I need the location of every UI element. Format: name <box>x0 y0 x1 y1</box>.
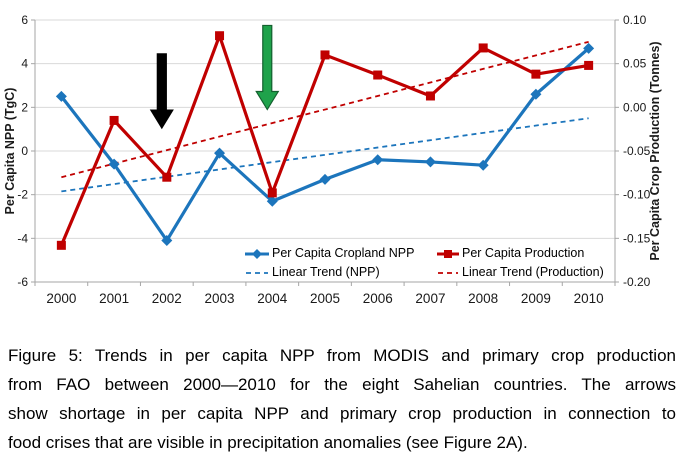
legend-item-trend-production: Linear Trend (Production) <box>437 263 604 282</box>
series-per-capita-production <box>56 31 594 250</box>
svg-text:2001: 2001 <box>99 291 129 306</box>
svg-text:2004: 2004 <box>257 291 288 306</box>
legend-marker-npp-line-icon <box>245 248 269 259</box>
svg-text:2003: 2003 <box>205 291 235 306</box>
svg-text:2: 2 <box>21 100 28 114</box>
svg-text:2005: 2005 <box>310 291 340 306</box>
npp-crop-production-chart: 6 4 2 0 -2 -4 -6 0.10 0.05 0.00 -0.05 -0.10 -0.15 -0.… <box>3 13 662 306</box>
right-axis-ticks <box>615 19 619 283</box>
shortage-arrow-2004 <box>255 24 280 111</box>
svg-text:-0.15: -0.15 <box>623 231 651 245</box>
svg-text:0: 0 <box>21 144 28 158</box>
legend-item-production: Per Capita Production <box>437 244 604 263</box>
gridlines <box>35 19 615 239</box>
svg-text:2002: 2002 <box>152 291 182 306</box>
svg-text:Per Capita Crop Production (To: Per Capita Crop Production (Tonnes) <box>648 41 662 260</box>
svg-text:2010: 2010 <box>574 291 604 306</box>
svg-text:2009: 2009 <box>521 291 551 306</box>
caption-line-1: Figure 5: Trends in per capita NPP from … <box>8 346 676 365</box>
left-axis-ticks <box>31 19 35 283</box>
svg-text:-0.20: -0.20 <box>623 275 651 289</box>
legend-marker-production-line-icon <box>437 249 459 258</box>
caption-line-2: from FAO between 2000—2010 for the eight… <box>8 375 676 394</box>
legend-label-cropland-npp: Per Capita Cropland NPP <box>272 246 415 260</box>
svg-text:Per Capita NPP (TgC): Per Capita NPP (TgC) <box>3 88 17 215</box>
shortage-arrow-2002 <box>149 53 174 130</box>
legend-item-cropland-npp: Per Capita Cropland NPP <box>245 244 437 263</box>
legend-label-production: Per Capita Production <box>462 246 585 260</box>
svg-text:4: 4 <box>21 57 28 71</box>
trend-line <box>61 40 589 179</box>
legend-label-trend-production: Linear Trend (Production) <box>462 265 604 279</box>
svg-text:2007: 2007 <box>415 291 445 306</box>
svg-text:-6: -6 <box>17 275 28 289</box>
trend-line <box>61 117 589 193</box>
chart-legend: Per Capita Cropland NPP Linear Trend (NP… <box>245 244 604 282</box>
legend-item-trend-npp: Linear Trend (NPP) <box>245 263 437 282</box>
figure-caption: Figure 5: Trends in per capita NPP from … <box>0 330 684 457</box>
legend-marker-production-trend-icon <box>438 271 458 274</box>
svg-text:2008: 2008 <box>468 291 498 306</box>
svg-text:0.05: 0.05 <box>623 57 647 71</box>
caption-line-4: food crises that are visible in precipit… <box>8 433 528 452</box>
svg-text:2006: 2006 <box>363 291 393 306</box>
series-per-capita-cropland-npp <box>55 42 595 247</box>
svg-text:0.00: 0.00 <box>623 100 647 114</box>
svg-text:0.10: 0.10 <box>623 13 647 27</box>
svg-text:6: 6 <box>21 13 28 27</box>
svg-text:-4: -4 <box>17 231 28 245</box>
legend-marker-npp-trend-icon <box>246 271 268 274</box>
svg-text:-0.10: -0.10 <box>623 188 651 202</box>
legend-label-trend-npp: Linear Trend (NPP) <box>272 265 380 279</box>
chart-plot-area: 6 4 2 0 -2 -4 -6 0.10 0.05 0.00 -0.05 -0.10 -0.15 -0.… <box>3 13 662 306</box>
svg-text:-0.05: -0.05 <box>623 144 651 158</box>
svg-text:2000: 2000 <box>46 291 76 306</box>
caption-line-3: show shortage in per capita NPP and prim… <box>8 404 676 423</box>
svg-text:-2: -2 <box>17 188 28 202</box>
x-axis-ticks <box>34 282 616 286</box>
